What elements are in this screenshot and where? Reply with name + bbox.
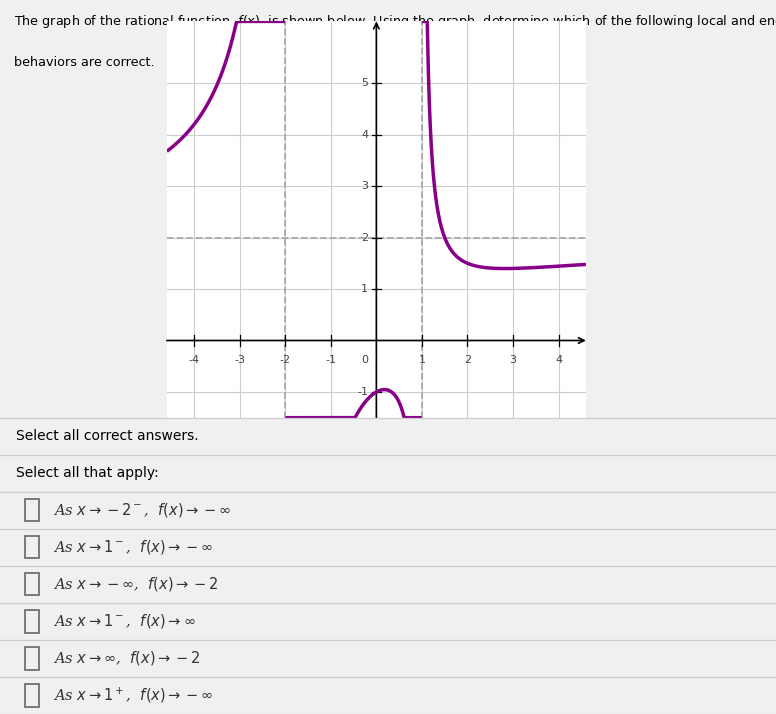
Text: 1: 1: [418, 355, 425, 365]
Text: As $x \to 1^+$,  $f(x) \to -\infty$: As $x \to 1^+$, $f(x) \to -\infty$: [53, 686, 213, 705]
Bar: [25, 684, 39, 707]
Text: -1: -1: [357, 387, 368, 397]
Text: 0: 0: [361, 355, 368, 365]
Text: As $x \to 1^-$,  $f(x) \to \infty$: As $x \to 1^-$, $f(x) \to \infty$: [53, 613, 196, 630]
Text: -4: -4: [189, 355, 199, 365]
Text: The graph of the rational function  $f(x)$  is shown below. Using the graph, det: The graph of the rational function $f(x)…: [14, 13, 776, 30]
Text: 2: 2: [361, 233, 368, 243]
Text: 2: 2: [464, 355, 471, 365]
Text: 5: 5: [361, 78, 368, 88]
Text: 3: 3: [361, 181, 368, 191]
Text: -3: -3: [234, 355, 245, 365]
Text: -2: -2: [279, 355, 291, 365]
Text: behaviors are correct.: behaviors are correct.: [14, 56, 154, 69]
Text: As $x \to 1^-$,  $f(x) \to -\infty$: As $x \to 1^-$, $f(x) \to -\infty$: [53, 538, 213, 556]
Bar: [25, 610, 39, 633]
Text: -1: -1: [325, 355, 336, 365]
Text: 4: 4: [361, 130, 368, 140]
Text: 3: 3: [510, 355, 517, 365]
Bar: [25, 573, 39, 595]
Bar: [25, 648, 39, 670]
Text: Select all that apply:: Select all that apply:: [16, 466, 158, 481]
Bar: [25, 499, 39, 521]
Text: 1: 1: [361, 284, 368, 294]
Text: As $x \to -\infty$,  $f(x) \to -2$: As $x \to -\infty$, $f(x) \to -2$: [53, 575, 218, 593]
Bar: [25, 536, 39, 558]
Text: 4: 4: [555, 355, 562, 365]
Text: As $x \to -2^-$,  $f(x) \to -\infty$: As $x \to -2^-$, $f(x) \to -\infty$: [53, 501, 231, 519]
Text: As $x \to \infty$,  $f(x) \to -2$: As $x \to \infty$, $f(x) \to -2$: [53, 650, 200, 668]
Text: Select all correct answers.: Select all correct answers.: [16, 429, 198, 443]
